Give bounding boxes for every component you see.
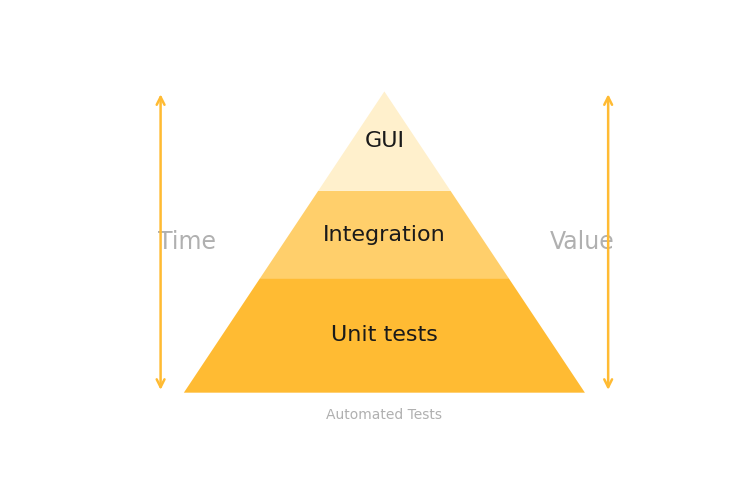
Text: Value: Value <box>550 230 614 254</box>
Polygon shape <box>318 91 451 191</box>
Polygon shape <box>184 278 585 393</box>
Polygon shape <box>260 191 509 278</box>
Text: GUI: GUI <box>364 131 404 151</box>
Text: Automated Tests: Automated Tests <box>326 409 442 423</box>
Text: Integration: Integration <box>323 225 446 244</box>
Text: Time: Time <box>158 230 216 254</box>
Text: Unit tests: Unit tests <box>331 326 438 345</box>
